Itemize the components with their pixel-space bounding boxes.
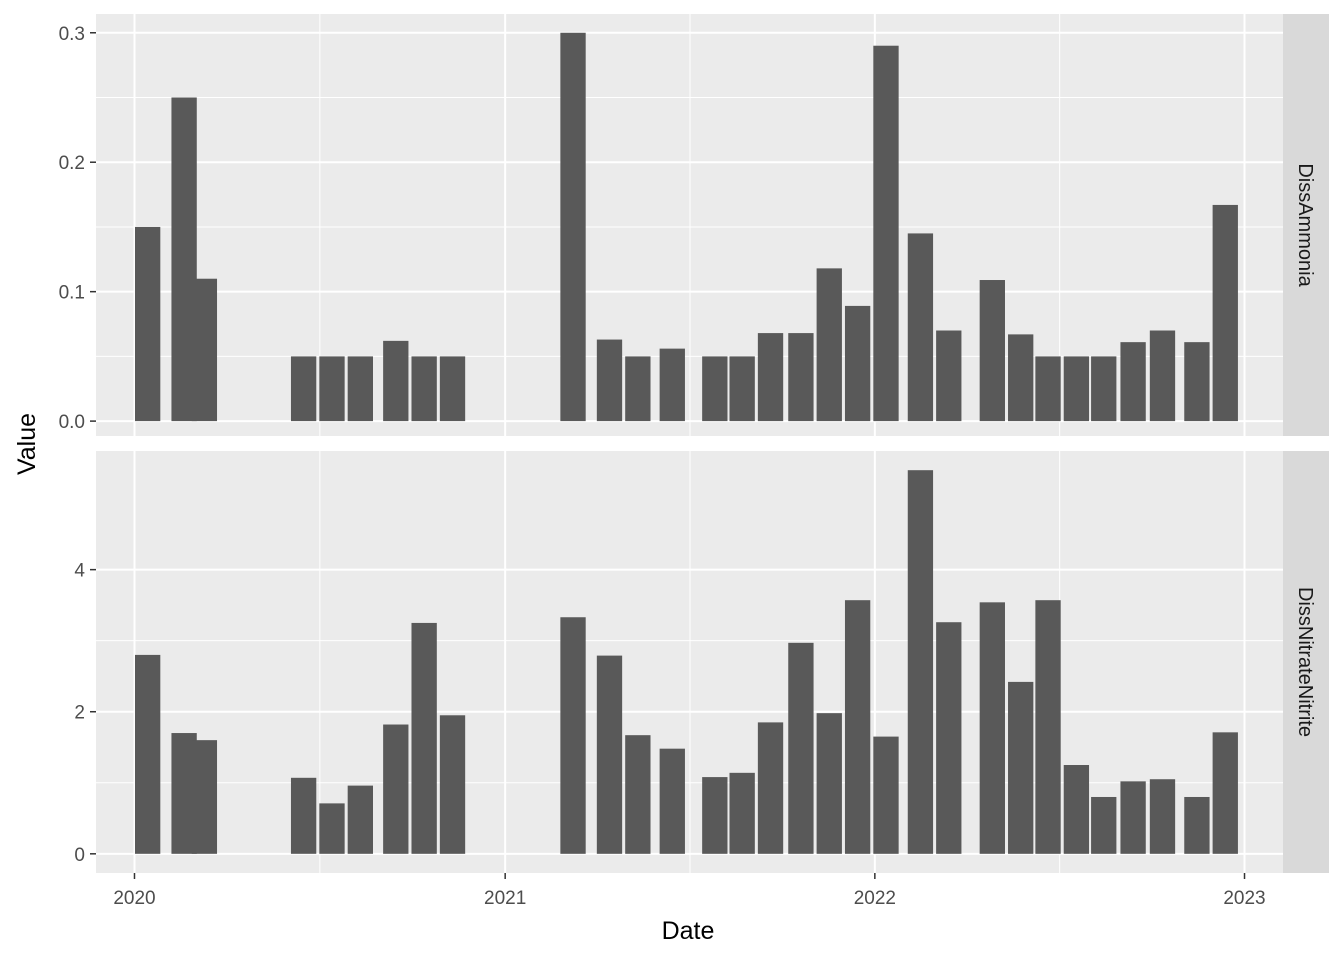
bar: [702, 777, 728, 854]
facet-panel: 0 2 4 DissNitrateNitrite: [74, 451, 1329, 873]
facet-panel: 0.0 0.1 0.2 0.3 DissAmmonia: [59, 14, 1329, 436]
bar: [319, 356, 345, 422]
bar: [560, 32, 586, 422]
x-tick-label: 2022: [854, 888, 896, 909]
facet-strip-label: DissNitrateNitrite: [1294, 587, 1316, 737]
bar: [936, 330, 962, 422]
bar: [134, 226, 161, 422]
bar: [702, 356, 728, 422]
x-tick-label: 2021: [484, 888, 526, 909]
bar: [625, 356, 651, 422]
bar: [191, 278, 218, 422]
bar: [560, 617, 586, 854]
y-tick-label: 0.1: [59, 283, 85, 304]
bar: [729, 356, 755, 422]
bar: [1091, 356, 1117, 422]
bar: [319, 803, 345, 854]
y-tick-label: 0.2: [59, 153, 85, 174]
bar: [1091, 796, 1117, 854]
bar: [625, 735, 651, 854]
x-axis: 2020 2021 2022 2023: [113, 873, 1266, 909]
bar: [936, 622, 962, 854]
bar: [844, 305, 871, 422]
bar: [816, 713, 842, 854]
bar: [979, 602, 1005, 854]
bar: [1120, 781, 1146, 854]
bar: [1008, 681, 1034, 854]
bar: [1008, 334, 1034, 422]
y-tick-label: 4: [74, 561, 85, 582]
bar: [1149, 330, 1176, 422]
facet-strip: [1283, 14, 1329, 436]
bar: [290, 356, 317, 422]
bar: [191, 740, 218, 854]
bar: [596, 339, 623, 422]
bar: [757, 333, 784, 422]
bar: [134, 654, 161, 854]
bar: [788, 642, 814, 854]
bar: [596, 655, 623, 854]
bar: [383, 340, 409, 422]
bar: [1035, 356, 1061, 422]
bar: [788, 333, 814, 422]
x-tick-label: 2020: [113, 888, 155, 909]
bar: [873, 736, 899, 854]
bar: [979, 280, 1005, 422]
bar: [816, 268, 842, 422]
bar: [1120, 342, 1146, 422]
bar: [1184, 342, 1210, 422]
bar: [659, 348, 685, 422]
bar: [844, 600, 871, 854]
bar: [907, 233, 934, 422]
bar: [729, 772, 755, 854]
bar: [1212, 732, 1238, 854]
bar: [439, 356, 466, 422]
bar: [1149, 779, 1176, 854]
bar: [290, 777, 317, 854]
y-tick-label: 0.0: [59, 412, 85, 433]
y-tick-label: 2: [74, 703, 85, 724]
bar: [1212, 204, 1238, 422]
x-tick-label: 2023: [1223, 888, 1265, 909]
bar: [907, 470, 934, 854]
bar: [411, 622, 437, 854]
bar: [411, 356, 437, 422]
bar: [1063, 356, 1090, 422]
bar: [1184, 796, 1210, 854]
bar: [439, 715, 466, 854]
bar: [347, 356, 374, 422]
panels: 0.0 0.1 0.2 0.3 DissAmmonia 0 2 4 DissNitrateNit…: [59, 14, 1329, 873]
bar: [1035, 600, 1061, 854]
bar: [1063, 765, 1090, 854]
bar: [659, 748, 685, 854]
y-axis-title: Value: [13, 413, 41, 475]
bar: [347, 785, 374, 854]
y-tick-label: 0.3: [59, 24, 85, 45]
facet-strip: [1283, 451, 1329, 873]
y-tick-label: 0: [74, 845, 85, 866]
bar: [757, 722, 784, 854]
x-axis-title: Date: [662, 917, 715, 945]
bar: [873, 45, 899, 422]
facet-strip-label: DissAmmonia: [1294, 163, 1316, 287]
bar: [383, 724, 409, 854]
